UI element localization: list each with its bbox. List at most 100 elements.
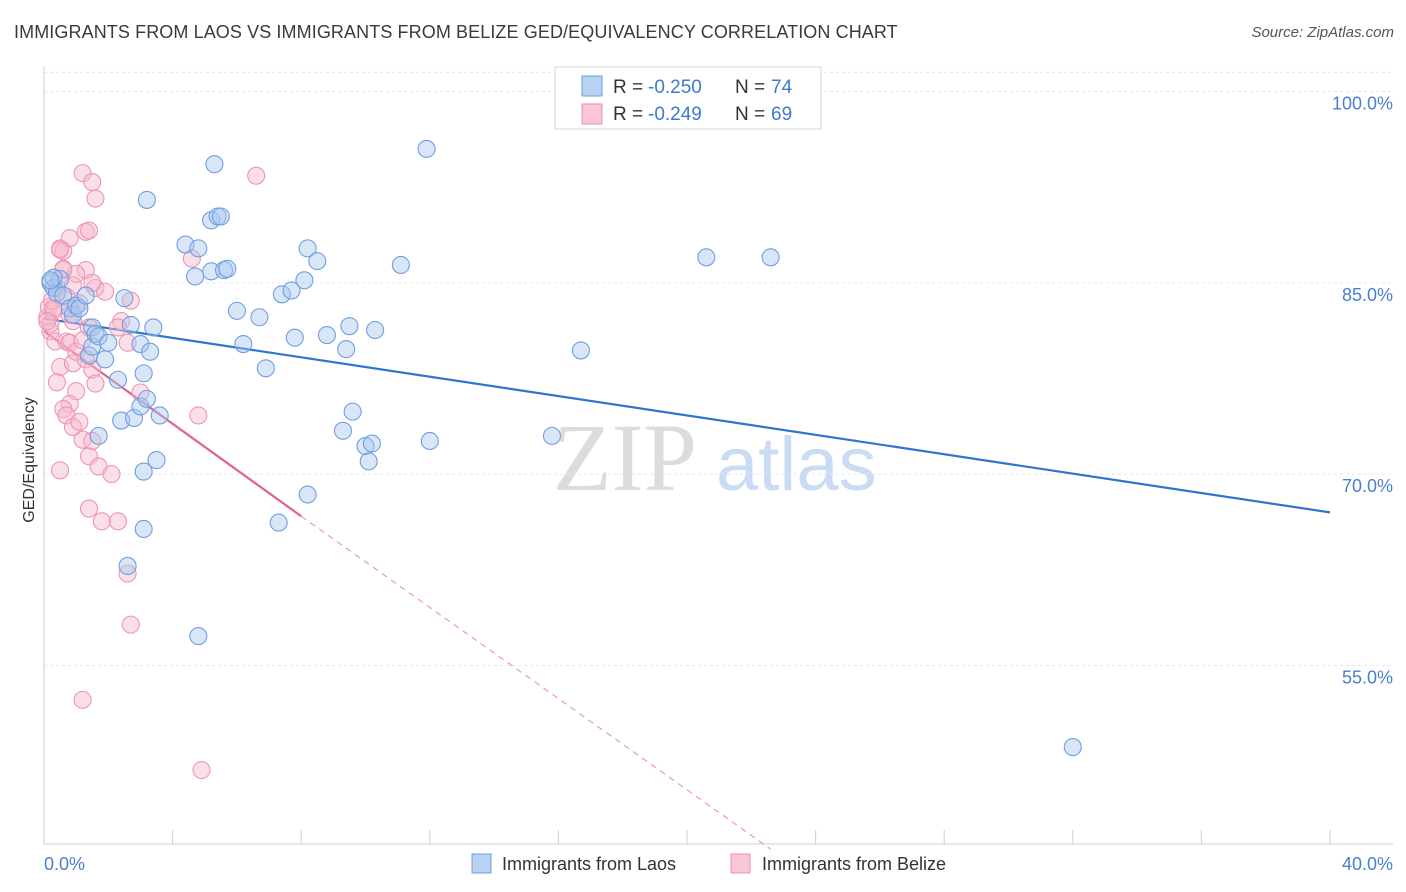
point-laos: [99, 333, 118, 352]
point-laos: [359, 452, 378, 471]
point-belize: [86, 278, 105, 297]
point-laos: [1063, 738, 1082, 757]
y-tick-label: 100.0%: [1332, 94, 1393, 114]
point-laos: [218, 259, 237, 278]
point-belize: [79, 499, 99, 518]
point-laos: [298, 485, 317, 504]
source-label: Source: ZipAtlas.com: [1251, 24, 1394, 41]
point-laos: [131, 397, 150, 416]
y-tick-label: 70.0%: [1342, 476, 1393, 496]
point-belize: [131, 383, 150, 402]
point-laos: [131, 334, 150, 354]
point-laos: [186, 267, 205, 286]
point-laos: [269, 513, 288, 532]
point-belize: [192, 760, 211, 780]
bottom-legend-label-belize: Immigrants from Belize: [762, 854, 946, 874]
point-laos: [337, 340, 356, 359]
y-tick-label: 55.0%: [1342, 667, 1393, 687]
point-laos: [256, 359, 275, 378]
point-belize: [41, 314, 60, 333]
point-laos: [227, 301, 246, 320]
point-laos: [121, 315, 140, 334]
point-laos: [44, 268, 63, 287]
point-laos: [41, 271, 60, 290]
watermark-atlas: atlas: [716, 422, 877, 507]
point-laos: [298, 239, 317, 258]
legend-n-label-belize: N =: [735, 104, 765, 125]
point-belize: [121, 615, 140, 634]
bottom-legend-swatch-belize: [730, 853, 751, 874]
bottom-legend-swatch-laos: [471, 853, 492, 874]
point-belize: [51, 240, 70, 259]
point-laos: [333, 421, 353, 440]
point-laos: [134, 364, 153, 383]
grid-lines: [44, 71, 1393, 666]
point-belize: [70, 294, 89, 313]
legend-n-label-laos: N =: [735, 77, 765, 98]
point-laos: [234, 334, 253, 354]
point-laos: [282, 281, 301, 300]
data-points: [38, 139, 1082, 780]
series-legend: Immigrants from Laos Immigrants from Bel…: [471, 853, 946, 874]
point-belize: [51, 461, 70, 480]
point-laos: [144, 318, 163, 337]
point-belize: [41, 322, 60, 341]
legend-r-value-laos: -0.250: [648, 77, 702, 98]
point-laos: [250, 308, 269, 327]
axes: 55.0% 70.0% 85.0% 100.0%: [43, 66, 1393, 845]
point-laos: [391, 255, 410, 275]
point-laos: [115, 289, 134, 308]
chart-title: IMMIGRANTS FROM LAOS VS IMMIGRANTS FROM …: [14, 22, 898, 42]
legend-r-label-belize: R =: [613, 104, 643, 125]
trend-line-belize-extension: [300, 515, 771, 850]
point-belize: [92, 512, 111, 531]
legend-n-value-laos: 74: [771, 77, 793, 98]
legend-n-value-belize: 69: [771, 104, 792, 125]
point-belize: [73, 690, 92, 709]
point-laos: [141, 342, 160, 361]
point-belize: [83, 360, 102, 379]
point-laos: [542, 426, 562, 445]
point-laos: [124, 408, 144, 428]
point-laos: [420, 431, 439, 451]
trend-lines: [43, 317, 1331, 850]
point-laos: [189, 239, 208, 258]
y-tick-label: 85.0%: [1342, 285, 1393, 305]
point-laos: [137, 190, 156, 209]
point-laos: [295, 271, 314, 290]
point-laos: [134, 519, 153, 539]
point-laos: [134, 462, 153, 481]
point-belize: [96, 282, 115, 301]
point-laos: [147, 451, 166, 470]
legend-r-value-belize: -0.249: [648, 104, 702, 125]
point-laos: [89, 426, 108, 445]
point-laos: [76, 286, 95, 305]
watermark-zip: ZIP: [553, 404, 697, 511]
point-laos: [317, 326, 336, 345]
point-belize: [38, 312, 57, 331]
point-laos: [118, 556, 137, 576]
point-laos: [137, 389, 156, 408]
point-laos: [89, 327, 108, 346]
point-laos: [285, 328, 304, 347]
x-tick-label-min: 0.0%: [44, 854, 85, 874]
stats-legend: R = -0.250 N = 74 R = -0.249 N = 69: [554, 66, 822, 130]
point-belize: [189, 406, 208, 425]
point-laos: [571, 341, 590, 360]
x-tick-label-max: 40.0%: [1342, 854, 1393, 874]
point-laos: [761, 248, 780, 267]
point-belize: [47, 373, 66, 392]
point-belize: [70, 412, 89, 431]
point-laos: [108, 370, 127, 389]
point-belize: [247, 166, 266, 185]
point-laos: [417, 139, 436, 158]
bottom-legend-label-laos: Immigrants from Laos: [502, 854, 676, 874]
legend-r-label-laos: R =: [613, 77, 643, 98]
point-laos: [308, 252, 327, 271]
trend-line-laos: [43, 317, 1331, 514]
point-belize: [86, 189, 105, 208]
point-laos: [272, 285, 291, 304]
point-laos: [697, 248, 716, 267]
point-laos: [343, 402, 362, 421]
